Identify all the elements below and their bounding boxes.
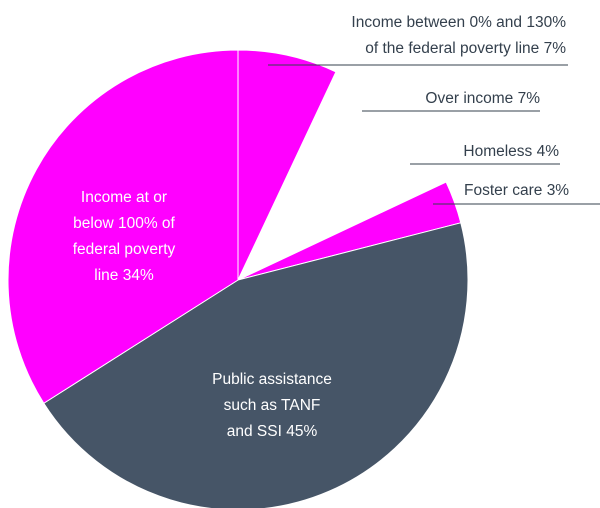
slice-label-line: and SSI 45% — [227, 423, 318, 440]
slice-label-line: Income between 0% and 130% — [351, 14, 566, 31]
pie-slice-1 — [237, 49, 337, 281]
slice-label-4: Foster care 3% — [464, 182, 569, 199]
pie-slice-6 — [7, 49, 239, 404]
slice-label-2: Over income 7% — [425, 90, 540, 107]
slice-label-3: Homeless 4% — [463, 143, 559, 160]
slice-label-5: Public assistance such as TANF and SSI 45% — [212, 371, 332, 440]
slice-label-line: Over income 7% — [425, 90, 540, 107]
slice-label-line: line 34% — [94, 267, 154, 284]
slice-label-line: federal poverty — [73, 241, 176, 258]
slice-label-line: such as TANF — [224, 397, 321, 414]
slice-label-line: Income at or — [81, 189, 167, 206]
slice-label-line: Homeless 4% — [463, 143, 559, 160]
pie-slice-5 — [43, 222, 469, 508]
slice-label-line: Public assistance — [212, 371, 332, 388]
slice-label-6: Income at or below 100% of federal poverty… — [73, 189, 176, 284]
slice-label-line: below 100% of — [73, 215, 175, 232]
slice-label-line: of the federal poverty line 7% — [365, 40, 566, 57]
pie-slice-3 — [238, 133, 447, 280]
slice-label-line: Foster care 3% — [464, 182, 569, 199]
slice-label-1: Income between 0% and 130% of the federal… — [351, 14, 566, 57]
pie-labels: Income between 0% and 130% of the federal… — [73, 14, 600, 440]
pie-slice-2 — [238, 71, 416, 281]
pie-slices — [7, 49, 469, 508]
